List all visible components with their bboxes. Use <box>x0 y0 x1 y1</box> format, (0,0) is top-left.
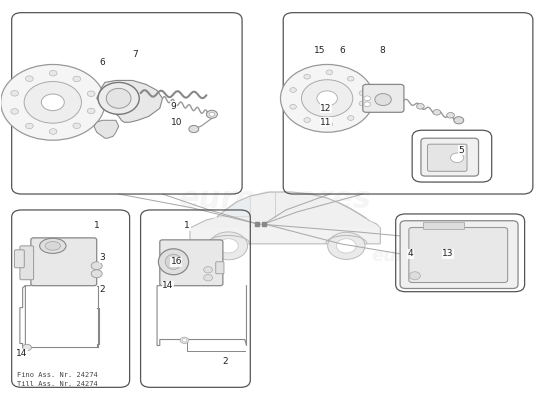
FancyBboxPatch shape <box>363 84 404 112</box>
Circle shape <box>91 262 102 270</box>
Text: 13: 13 <box>442 249 454 258</box>
Circle shape <box>317 91 337 106</box>
Text: 10: 10 <box>170 118 182 127</box>
Circle shape <box>182 339 186 342</box>
Polygon shape <box>217 196 250 217</box>
Circle shape <box>73 123 81 128</box>
Text: 5: 5 <box>459 146 464 155</box>
Circle shape <box>450 153 464 162</box>
Circle shape <box>348 76 354 81</box>
Text: 15: 15 <box>314 46 326 55</box>
Circle shape <box>326 122 333 127</box>
Circle shape <box>189 126 199 133</box>
Text: 7: 7 <box>132 50 138 59</box>
Text: 3: 3 <box>100 253 105 262</box>
Circle shape <box>454 117 464 124</box>
Text: eurospares: eurospares <box>372 247 486 265</box>
Circle shape <box>41 94 64 111</box>
Polygon shape <box>94 120 119 138</box>
Ellipse shape <box>166 254 182 269</box>
FancyBboxPatch shape <box>20 246 34 280</box>
Text: 14: 14 <box>162 281 174 290</box>
Text: 6: 6 <box>339 46 345 55</box>
Circle shape <box>180 337 189 344</box>
Polygon shape <box>190 217 381 244</box>
Circle shape <box>290 88 296 92</box>
FancyBboxPatch shape <box>14 250 24 268</box>
FancyBboxPatch shape <box>427 144 467 171</box>
Circle shape <box>409 272 420 280</box>
Circle shape <box>24 82 81 123</box>
Circle shape <box>87 91 95 96</box>
Circle shape <box>11 90 19 96</box>
Text: 4: 4 <box>408 249 413 258</box>
Circle shape <box>87 108 95 114</box>
FancyBboxPatch shape <box>216 262 224 274</box>
Circle shape <box>73 76 81 82</box>
Text: 9: 9 <box>170 102 177 111</box>
Circle shape <box>11 109 19 114</box>
FancyBboxPatch shape <box>409 228 508 282</box>
Circle shape <box>304 74 310 79</box>
FancyBboxPatch shape <box>421 138 478 176</box>
Circle shape <box>204 274 212 281</box>
FancyBboxPatch shape <box>31 238 97 286</box>
Circle shape <box>364 102 371 107</box>
Circle shape <box>218 239 238 253</box>
Circle shape <box>447 112 454 118</box>
Circle shape <box>91 270 102 278</box>
Circle shape <box>375 94 391 106</box>
Circle shape <box>209 232 248 260</box>
Ellipse shape <box>158 249 189 275</box>
FancyBboxPatch shape <box>160 240 223 286</box>
Text: 14: 14 <box>16 349 28 358</box>
Circle shape <box>359 91 366 96</box>
Polygon shape <box>97 80 163 122</box>
FancyBboxPatch shape <box>423 222 464 230</box>
Polygon shape <box>192 192 381 228</box>
Circle shape <box>364 96 371 101</box>
Circle shape <box>204 266 212 273</box>
Text: 1: 1 <box>94 222 100 230</box>
Text: 12: 12 <box>320 104 332 113</box>
Text: 11: 11 <box>320 118 332 127</box>
Circle shape <box>25 76 33 82</box>
Text: 16: 16 <box>170 257 182 266</box>
Ellipse shape <box>98 82 139 114</box>
Ellipse shape <box>40 238 66 254</box>
Text: Fino Ass. Nr. 24274
Till Ass. Nr. 24274: Fino Ass. Nr. 24274 Till Ass. Nr. 24274 <box>17 372 98 386</box>
Circle shape <box>348 116 354 120</box>
Circle shape <box>50 129 57 134</box>
Text: eurospares: eurospares <box>179 186 371 214</box>
Text: 1: 1 <box>184 222 190 230</box>
Circle shape <box>337 239 356 253</box>
Circle shape <box>304 118 310 122</box>
Circle shape <box>209 112 214 116</box>
Circle shape <box>301 80 353 117</box>
Circle shape <box>25 123 33 129</box>
Ellipse shape <box>45 242 60 250</box>
Circle shape <box>416 104 424 109</box>
Circle shape <box>326 70 333 75</box>
Circle shape <box>50 70 57 76</box>
Circle shape <box>23 344 31 351</box>
Text: 8: 8 <box>379 46 385 55</box>
Text: 2: 2 <box>223 357 228 366</box>
Text: 6: 6 <box>100 58 105 67</box>
Ellipse shape <box>106 88 131 108</box>
Circle shape <box>290 104 296 109</box>
Circle shape <box>328 232 365 259</box>
Circle shape <box>206 110 217 118</box>
Circle shape <box>433 110 441 115</box>
Circle shape <box>1 64 105 140</box>
FancyBboxPatch shape <box>400 221 518 288</box>
Circle shape <box>280 64 374 132</box>
Text: 2: 2 <box>100 285 105 294</box>
Circle shape <box>359 101 366 106</box>
